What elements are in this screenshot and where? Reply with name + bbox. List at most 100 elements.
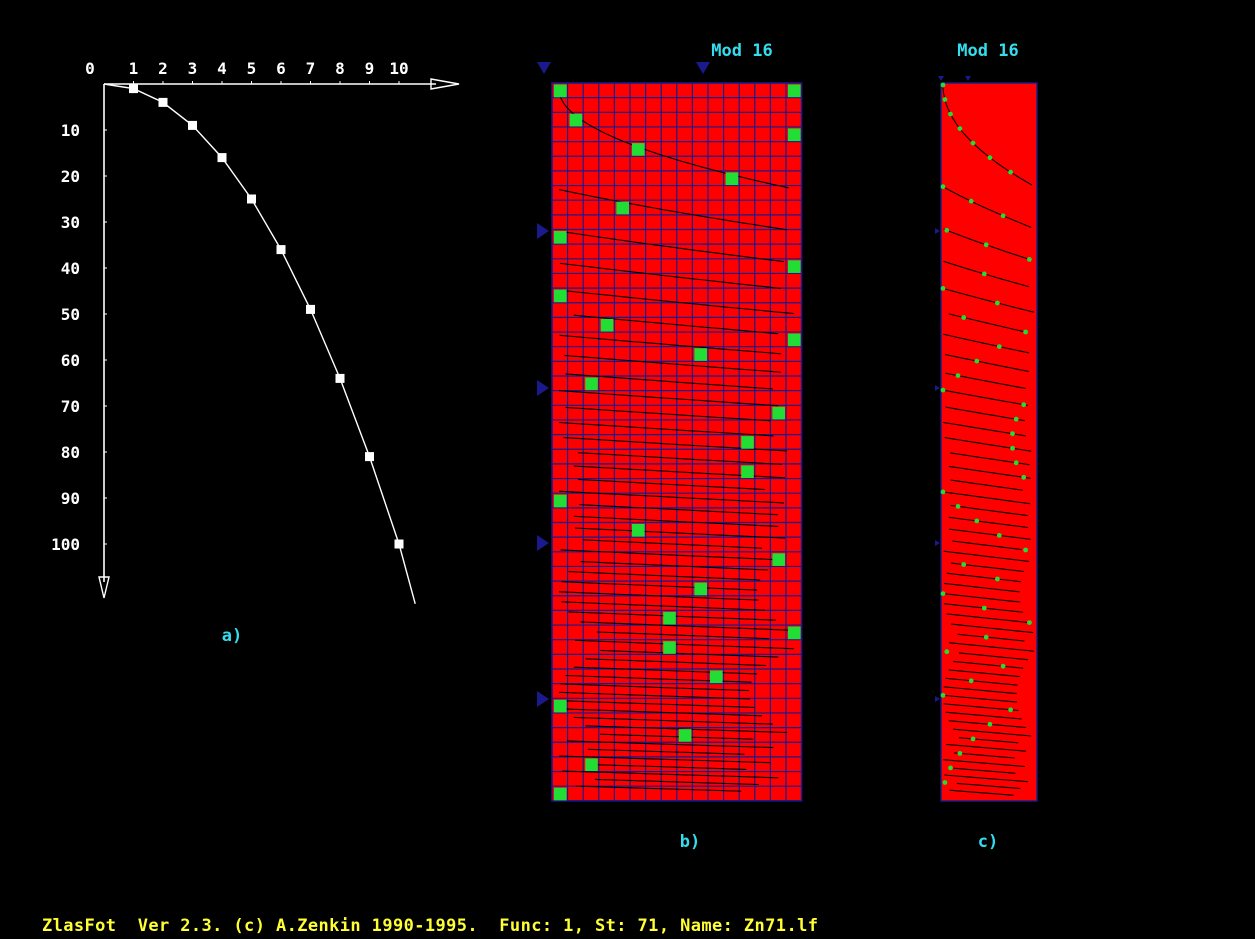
y-axis-arrow [98, 576, 110, 599]
curve-segment [948, 465, 1031, 479]
data-point [970, 736, 976, 742]
curve-segment [952, 540, 1022, 551]
data-point [1023, 329, 1028, 335]
data-point [940, 286, 946, 291]
curve-segment [560, 230, 785, 263]
curve-segment [594, 778, 759, 786]
data-points [940, 82, 1032, 785]
panel-c-caption: c) [978, 832, 998, 852]
data-point [957, 126, 963, 131]
data-point [987, 155, 993, 161]
status-bar: ZlasFot Ver 2.3. (c) A.Zenkin 1990-1995.… [42, 916, 819, 936]
highlighted-cell [788, 626, 801, 640]
data-point [335, 373, 345, 383]
curve-segment [949, 642, 1034, 652]
curve-segment [565, 406, 771, 422]
data-point [1027, 620, 1032, 625]
data-point [957, 751, 963, 756]
x-tick-label: 9 [365, 59, 375, 78]
curve-segment [951, 623, 1034, 634]
curve-segment [566, 740, 774, 749]
y-tick-label: 30 [61, 213, 80, 232]
highlighted-cell [710, 670, 723, 684]
curve-segment [943, 686, 1017, 695]
highlighted-cell [788, 128, 801, 142]
data-point [968, 198, 974, 204]
data-point [276, 245, 286, 255]
x-tick-label: 0 [85, 59, 95, 78]
x-axis-arrow [430, 78, 460, 90]
x-tick-label: 4 [217, 59, 227, 78]
highlighted-cell [600, 318, 614, 332]
curve-segment [950, 504, 1028, 517]
highlighted-cell [678, 729, 692, 742]
curve-segment [943, 759, 1025, 768]
curve-segment [949, 789, 1014, 796]
data-point [365, 452, 374, 462]
data-point [1013, 460, 1019, 466]
curve-segment [946, 743, 1027, 752]
y-tick-label: 90 [61, 489, 80, 508]
y-tick-labels: 10 20 30 40 50 60 70 80 90 100 [51, 121, 107, 554]
curve-segment [565, 708, 763, 717]
quadratic-line-chart: 0 1 2 3 4 5 6 7 8 9 10 10 20 30 40 50 60 70 80 90 100 a) [51, 59, 460, 646]
curve-segment [580, 561, 769, 571]
curve-segment [946, 572, 1021, 583]
highlighted-cell [663, 611, 676, 625]
y-tick-label: 60 [61, 351, 80, 370]
data-point [955, 504, 961, 509]
data-point [981, 271, 987, 277]
curve-segment [568, 571, 761, 581]
curve-segment [573, 314, 778, 335]
x-tick-labels: 0 1 2 3 4 5 6 7 8 9 10 [85, 59, 409, 84]
data-point [394, 539, 404, 549]
data-point [968, 678, 974, 684]
x-tick-label: 7 [306, 59, 316, 78]
highlighted-cell [694, 348, 707, 361]
curve-segment [558, 691, 751, 700]
curve-segment [942, 491, 1031, 505]
highlighted-cell [585, 758, 598, 772]
curve-segment [574, 639, 794, 650]
y-tick-label: 50 [61, 305, 80, 324]
curve-segment [558, 591, 759, 601]
curve-segment [942, 186, 1032, 228]
data-point [1000, 213, 1006, 219]
panel-a-caption: a) [222, 626, 242, 646]
y-tick-label: 70 [61, 397, 80, 416]
highlighted-cell [725, 172, 739, 186]
curve-segment [942, 593, 1021, 603]
data-point [981, 605, 987, 611]
y-tick-label: 80 [61, 443, 80, 462]
curve-segment [942, 287, 1035, 313]
curve-segment [945, 677, 1018, 686]
curve-segment [573, 515, 779, 527]
curve-segment [558, 88, 789, 189]
curve-segment [943, 550, 1029, 562]
curve-segment [600, 733, 754, 740]
curve-segment [946, 613, 1028, 623]
column-marker [696, 62, 710, 74]
y-tick-label: 20 [61, 167, 80, 186]
highlighted-cell [694, 582, 707, 596]
data-point [974, 358, 980, 364]
curve-segment [558, 390, 779, 407]
side-markers [537, 62, 710, 707]
x-tick-label: 2 [158, 59, 168, 78]
curve-segment [943, 582, 1020, 593]
data-point [987, 721, 993, 727]
curve-segment [582, 539, 763, 549]
row-marker [537, 380, 549, 396]
data-point [247, 194, 256, 204]
highlighted-cell [554, 699, 567, 713]
curve-segment [560, 262, 781, 289]
curve-segment [585, 763, 747, 770]
curve-segment [944, 437, 1032, 452]
y-tick-label: 40 [61, 259, 80, 278]
row-marker [935, 385, 940, 391]
data-point [996, 533, 1002, 538]
curve-panel-background [940, 82, 1038, 802]
x-tick-label: 8 [335, 59, 345, 78]
curve-segment [943, 703, 1019, 712]
chart-axes [98, 78, 460, 599]
